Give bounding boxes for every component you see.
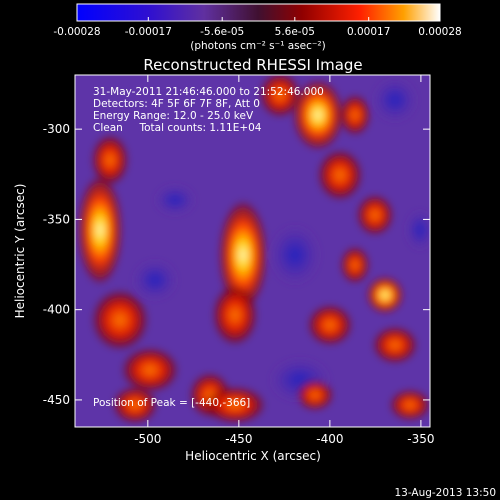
- colorbar-tick-label: -5.6e-05: [200, 26, 244, 38]
- colorbar-tick-label: -0.00017: [125, 26, 172, 38]
- x-tick-label: -500: [134, 432, 161, 446]
- x-axis-ticks: -500 -450 -400 -350: [134, 75, 435, 446]
- x-axis-label: Heliocentric X (arcsec): [185, 449, 321, 463]
- plot-frame: [74, 74, 431, 428]
- rhessi-image: [75, 75, 430, 427]
- colorbar-tick-label: 0.00028: [418, 26, 461, 38]
- colorbar-ticks: -0.00028 -0.00017 -5.6e-05 5.6e-05 0.00017 0.…: [53, 17, 462, 38]
- info-line-energy: Energy Range: 12.0 - 25.0 keV: [93, 110, 254, 122]
- colorbar-unit-label: (photons cm⁻² s⁻¹ asec⁻²): [190, 40, 325, 52]
- colorbar-strip: [76, 3, 441, 22]
- colorbar-tick-label: 0.00017: [347, 26, 390, 38]
- y-tick-label: -400: [43, 303, 70, 317]
- info-block: 31-May-2011 21:46:46.000 to 21:52:46.000…: [93, 86, 324, 134]
- info-line-time: 31-May-2011 21:46:46.000 to 21:52:46.000: [93, 86, 324, 98]
- x-tick-label: -400: [316, 432, 343, 446]
- colorbar: -0.00028 -0.00017 -5.6e-05 5.6e-05 0.00017 0.…: [53, 3, 462, 52]
- peak-position-text: Position of Peak = [-440,-366]: [93, 397, 250, 409]
- colorbar-tick-label: 5.6e-05: [275, 26, 315, 38]
- x-tick-label: -450: [225, 432, 252, 446]
- colorbar-tick-label: -0.00028: [53, 26, 100, 38]
- y-tick-label: -300: [43, 122, 70, 136]
- x-tick-label: -350: [407, 432, 434, 446]
- info-line-clean: Clean Total counts: 1.11E+04: [93, 122, 262, 134]
- footer-timestamp: 13-Aug-2013 13:50: [394, 487, 496, 499]
- y-tick-label: -450: [43, 393, 70, 407]
- image-title: Reconstructed RHESSI Image: [143, 56, 362, 74]
- info-line-detectors: Detectors: 4F 5F 6F 7F 8F, Att 0: [93, 98, 260, 110]
- y-axis-label: Heliocentric Y (arcsec): [13, 184, 27, 319]
- y-axis-ticks: -300 -350 -400 -450: [43, 122, 430, 407]
- y-tick-label: -350: [43, 212, 70, 226]
